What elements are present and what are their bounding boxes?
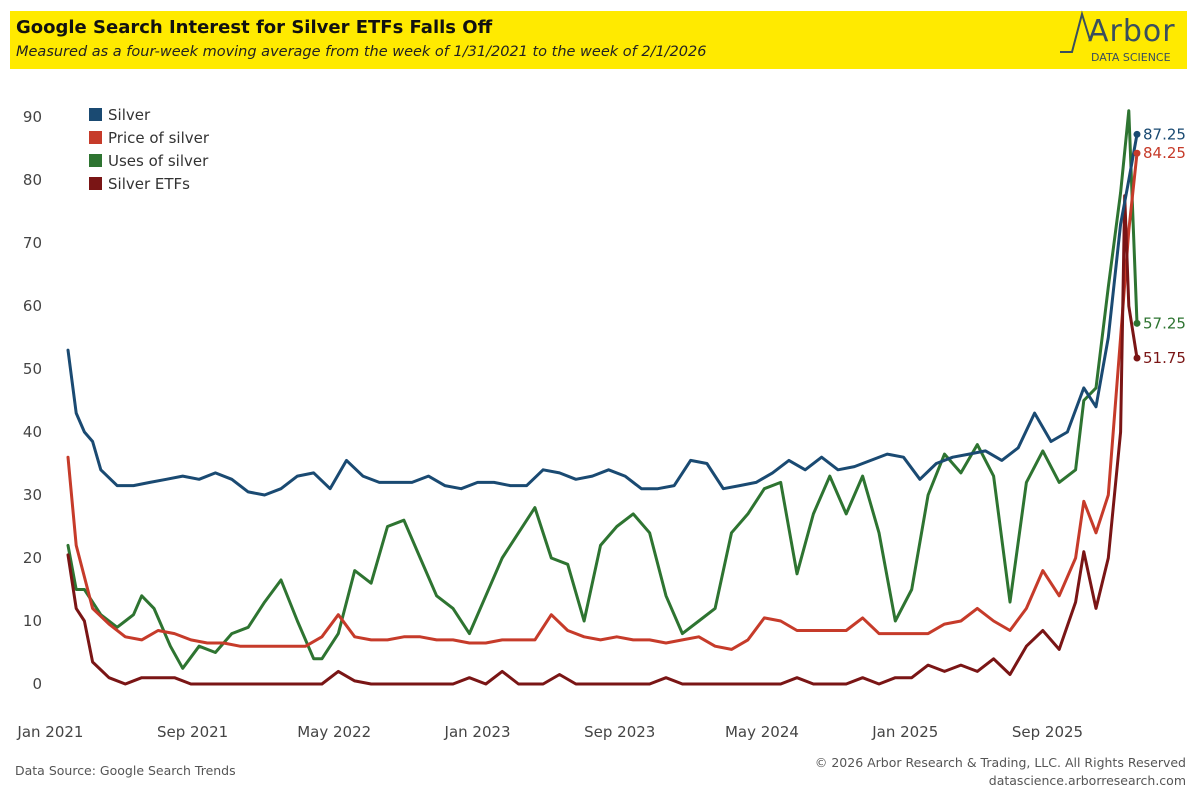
series-line-uses-of-silver	[66, 109, 1139, 670]
series-line-silver-etfs	[66, 194, 1139, 686]
legend-label: Uses of silver	[108, 152, 209, 170]
chart-subtitle: Measured as a four-week moving average f…	[16, 44, 707, 60]
legend-swatch	[89, 177, 102, 190]
legend: Silver Price of silver Uses of silver Silve…	[89, 106, 210, 193]
x-tick-label: Jan 2021	[16, 723, 83, 741]
copyright: © 2026 Arbor Research & Trading, LLC. Al…	[815, 754, 1186, 790]
y-tick-label: 20	[23, 549, 42, 567]
x-tick-label: Sep 2025	[1012, 723, 1083, 741]
y-tick-label: 50	[23, 360, 42, 378]
copyright-line: © 2026 Arbor Research & Trading, LLC. Al…	[814, 755, 1186, 770]
end-value-label: 87.25	[1143, 125, 1186, 143]
series-layer	[66, 109, 1139, 686]
x-axis: Jan 2021 Sep 2021 May 2022 Jan 2023 Sep 2023…	[16, 723, 1083, 741]
logo-wordmark: Arbor	[1088, 14, 1176, 49]
legend-swatch	[89, 154, 102, 167]
legend-label: Silver ETFs	[108, 175, 190, 193]
legend-swatch	[89, 131, 102, 144]
x-tick-label: May 2024	[725, 723, 799, 741]
y-tick-label: 30	[23, 486, 42, 504]
x-tick-label: Jan 2025	[871, 723, 938, 741]
legend-label: Price of silver	[108, 129, 210, 147]
y-tick-label: 70	[23, 234, 42, 252]
end-point-marker	[1133, 319, 1141, 327]
data-source: Data Source: Google Search Trends	[15, 763, 236, 778]
y-axis: 0 10 20 30 40 50 60 70 80 90	[23, 108, 42, 693]
y-tick-label: 90	[23, 108, 42, 126]
end-point-marker	[1133, 149, 1141, 157]
x-tick-label: Sep 2021	[157, 723, 228, 741]
y-tick-label: 40	[23, 423, 42, 441]
legend-swatch	[89, 108, 102, 121]
chart-title: Google Search Interest for Silver ETFs F…	[16, 17, 493, 38]
logo-subtitle: DATA SCIENCE	[1091, 51, 1171, 64]
end-value-label: 84.25	[1143, 144, 1186, 162]
series-line-price-of-silver	[66, 151, 1139, 651]
y-tick-label: 0	[32, 675, 42, 693]
x-tick-label: Jan 2023	[444, 723, 511, 741]
y-tick-label: 10	[23, 612, 42, 630]
y-tick-label: 60	[23, 297, 42, 315]
end-point-marker	[1133, 354, 1141, 362]
end-value-label: 57.25	[1143, 314, 1186, 332]
x-tick-label: May 2022	[297, 723, 371, 741]
y-tick-label: 80	[23, 171, 42, 189]
end-point-marker	[1133, 130, 1141, 138]
arbor-logo-icon	[1060, 10, 1091, 53]
x-tick-label: Sep 2023	[584, 723, 655, 741]
series-line-silver	[66, 132, 1139, 497]
website-line: datascience.arborresearch.com	[988, 773, 1186, 788]
header-banner: Google Search Interest for Silver ETFs F…	[10, 11, 1187, 69]
legend-label: Silver	[108, 106, 151, 124]
end-value-label: 51.75	[1143, 349, 1186, 367]
